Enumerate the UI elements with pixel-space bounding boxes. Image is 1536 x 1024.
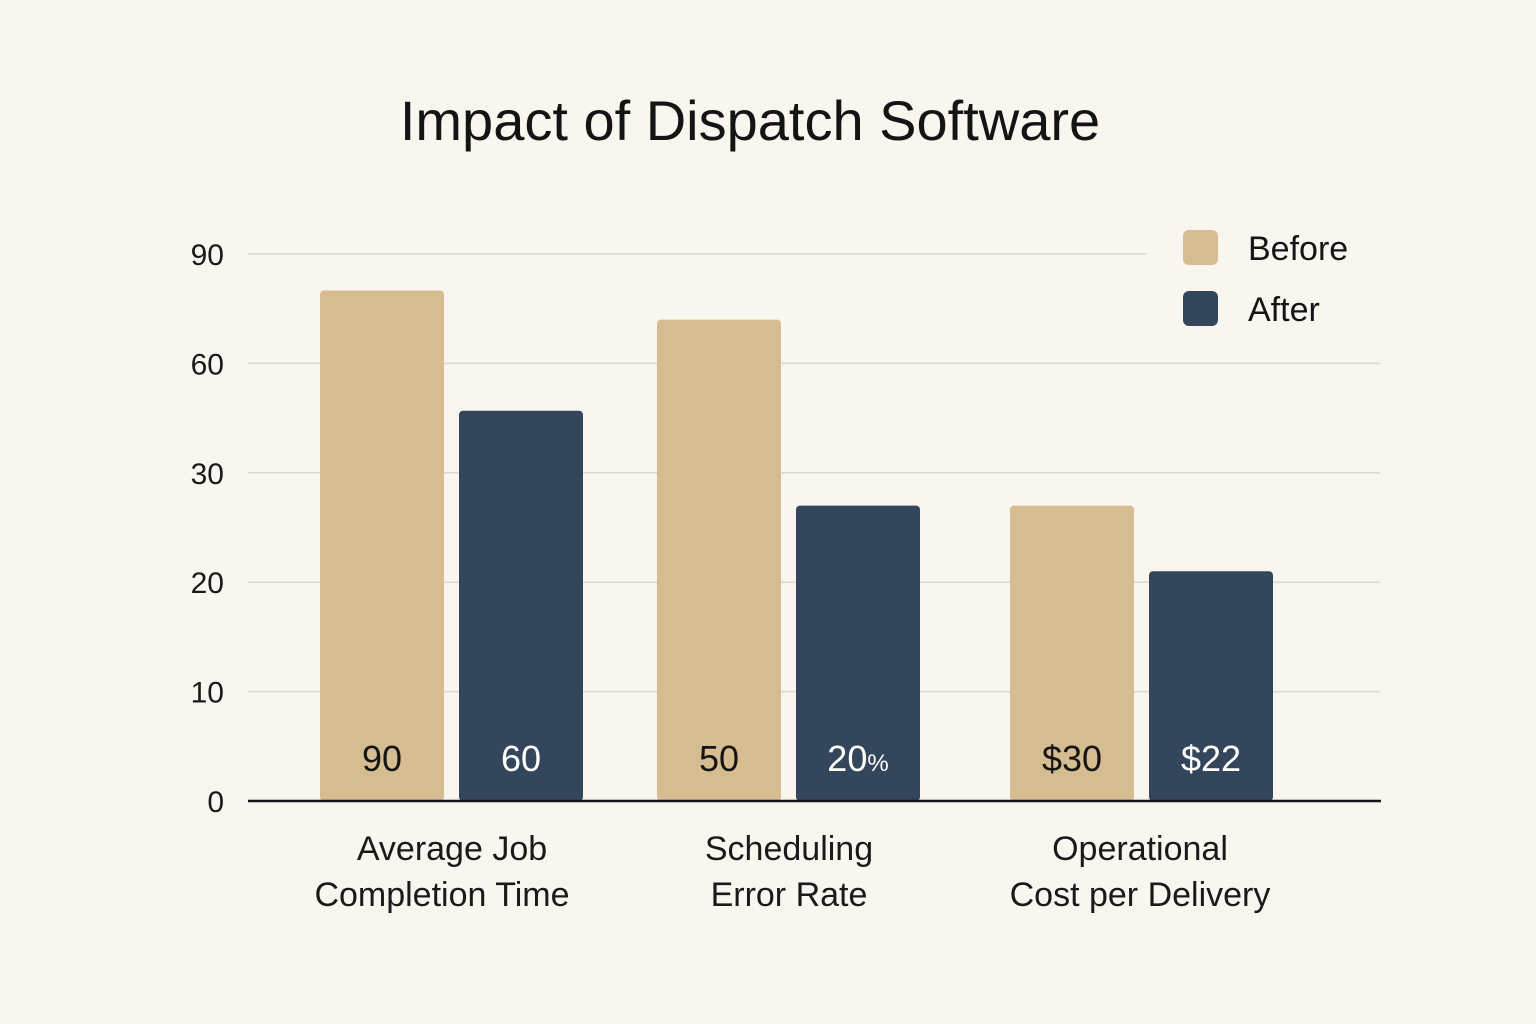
y-tick-label: 0 (207, 786, 224, 819)
category-label: Completion Time (314, 876, 569, 914)
category-label: Average Job (357, 830, 547, 868)
y-tick-label: 30 (191, 458, 224, 491)
y-tick-label: 90 (191, 239, 224, 272)
bar-after (796, 505, 920, 801)
legend-label: After (1248, 291, 1320, 329)
data-label: $22 (1181, 738, 1241, 779)
bar-before (1010, 505, 1134, 801)
category-label: Error Rate (711, 876, 868, 914)
bar-after (1149, 571, 1273, 801)
chart-title: Impact of Dispatch Software (399, 89, 1101, 152)
category-label: Cost per Delivery (1010, 876, 1271, 914)
data-label: 50 (699, 738, 739, 779)
y-tick-label: 20 (191, 567, 224, 600)
category-label: Scheduling (705, 830, 873, 868)
legend-label: Before (1248, 230, 1348, 268)
y-tick-label: 10 (191, 677, 224, 710)
bar-after (459, 410, 583, 801)
legend-swatch-after (1183, 291, 1218, 326)
data-label: 20% (827, 738, 888, 779)
y-tick-label: 60 (191, 348, 224, 381)
data-label: $30 (1042, 738, 1102, 779)
bar-before (320, 290, 444, 801)
bar-before (657, 319, 781, 801)
data-label: 60 (501, 738, 541, 779)
category-label: Operational (1052, 830, 1228, 868)
data-label: 90 (362, 738, 402, 779)
legend-swatch-before (1183, 230, 1218, 265)
